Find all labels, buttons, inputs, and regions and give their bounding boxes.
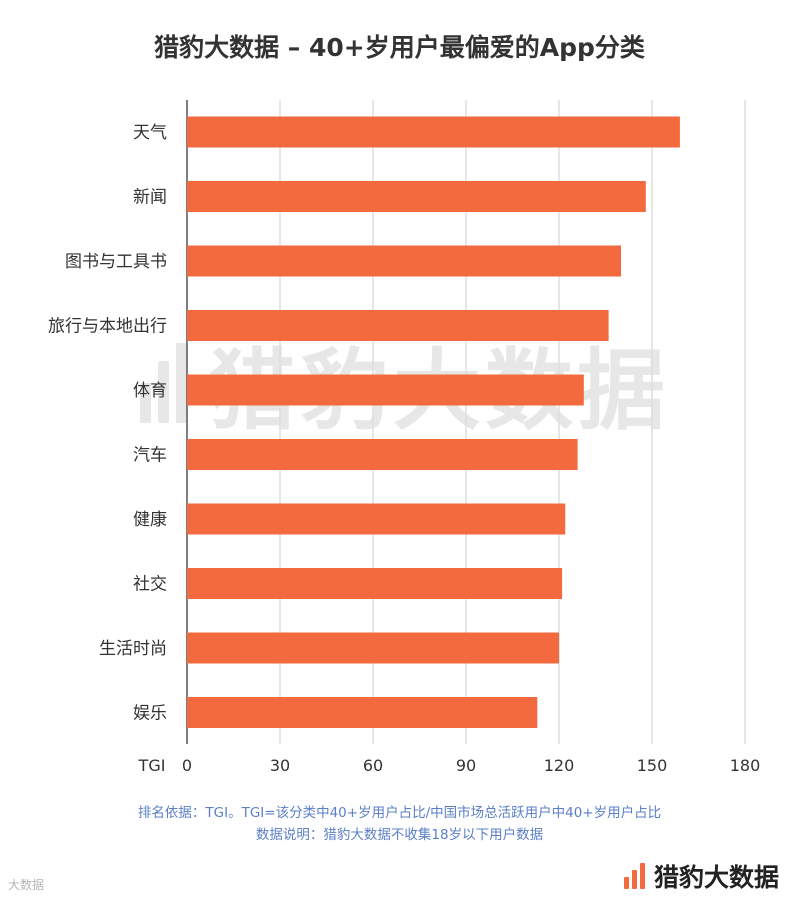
category-label-8: 生活时尚 (99, 639, 167, 659)
chart-title: 猎豹大数据 – 40+岁用户最偏爱的App分类 (154, 33, 645, 62)
x-axis-title: TGI (138, 756, 166, 775)
ranking-basis-note: 排名依据：TGI。TGI=该分类中40+岁用户占比/中国市场总活跃用户中40+岁… (137, 805, 662, 821)
bar-4 (187, 374, 584, 406)
x-tick-label-180: 180 (730, 756, 761, 775)
bar-5 (187, 439, 578, 470)
bar-7 (187, 568, 563, 599)
category-label-9: 娱乐 (133, 704, 167, 724)
brand-bars-icon (623, 863, 645, 889)
x-tick-label-90: 90 (456, 756, 476, 775)
bar-9 (187, 697, 538, 728)
x-tick-label-60: 60 (363, 756, 383, 775)
category-label-7: 社交 (133, 575, 167, 595)
category-label-5: 汽车 (133, 446, 167, 466)
bar-0 (187, 116, 680, 148)
bar-8 (187, 632, 559, 664)
x-tick-label-150: 150 (637, 756, 668, 775)
category-label-3: 旅行与本地出行 (48, 317, 167, 337)
brand-logo: 猎豹大数据 (623, 858, 779, 894)
bar-6 (187, 503, 566, 535)
category-label-1: 新闻 (133, 188, 167, 208)
bar-layer (187, 116, 680, 728)
bar-1 (187, 181, 646, 212)
category-label-4: 体育 (133, 381, 167, 401)
data-description-note: 数据说明：猎豹大数据不收集18岁以下用户数据 (255, 827, 544, 843)
corner-watermark: 大数据 (8, 878, 45, 892)
category-label-6: 健康 (133, 510, 167, 530)
category-label-0: 天气 (133, 123, 167, 143)
brand-text: 猎豹大数据 (653, 863, 779, 892)
x-tick-label-120: 120 (544, 756, 575, 775)
x-tick-label-30: 30 (270, 756, 290, 775)
bar-3 (187, 310, 609, 341)
chart-notes: 排名依据：TGI。TGI=该分类中40+岁用户占比/中国市场总活跃用户中40+岁… (0, 802, 799, 846)
category-label-2: 图书与工具书 (65, 252, 167, 272)
x-tick-label-0: 0 (182, 756, 192, 775)
bar-2 (187, 245, 621, 277)
